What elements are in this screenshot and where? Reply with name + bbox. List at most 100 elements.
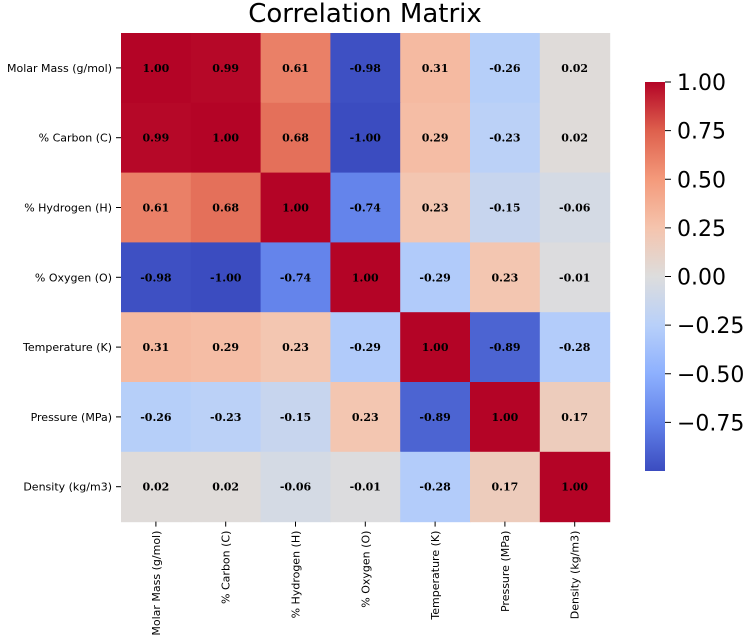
cell-value-label: 0.61: [282, 62, 309, 75]
heatmap-cell: [260, 172, 331, 243]
heatmap-cell: [400, 33, 471, 104]
heatmap-cell: [400, 242, 471, 313]
cell-value-label: 1.00: [492, 411, 519, 424]
heatmap-cell: [330, 33, 401, 104]
heatmap-cell: [330, 451, 401, 523]
cell-value-label: 1.00: [561, 481, 588, 494]
heatmap-cell: [121, 102, 192, 174]
heatmap-cells: [121, 33, 611, 523]
cell-value-label: -0.01: [350, 481, 381, 494]
x-tick-label: Molar Mass (g/mol): [150, 531, 163, 636]
colorbar-tick-label: 1.00: [677, 71, 726, 96]
cell-value-label: -0.06: [559, 202, 591, 215]
x-axis-ticks: Molar Mass (g/mol) % Carbon (C) % Hydrogen…: [150, 521, 582, 636]
heatmap-cell: [121, 451, 192, 523]
heatmap-cell: [190, 382, 262, 453]
cell-value-label: -0.98: [350, 62, 382, 75]
heatmap-cell: [470, 242, 541, 313]
heatmap-cell: [539, 312, 611, 383]
cell-value-label: 0.23: [282, 341, 309, 354]
heatmap-cell: [190, 451, 262, 523]
cell-value-label: 1.00: [212, 132, 239, 145]
heatmap-cell: [330, 172, 401, 243]
y-tick-label: % Hydrogen (H): [24, 202, 112, 215]
y-tick-label: Molar Mass (g/mol): [7, 62, 112, 75]
cell-value-label: 0.68: [282, 132, 309, 145]
cell-value-label: -0.06: [280, 481, 312, 494]
heatmap-cell: [470, 102, 541, 174]
heatmap-cell: [190, 33, 262, 104]
cell-value-label: 0.99: [143, 132, 170, 145]
cell-value-label: 0.17: [561, 411, 588, 424]
heatmap-cell: [190, 172, 262, 243]
cell-value-label: 0.31: [143, 341, 170, 354]
heatmap-cell: [121, 33, 192, 104]
heatmap-cell: [539, 33, 611, 104]
cell-value-label: -0.28: [419, 481, 451, 494]
heatmap-cell: [260, 242, 331, 313]
heatmap-cell: [190, 102, 262, 174]
heatmap-cell: [400, 382, 471, 453]
colorbar-tick-label: 0.00: [677, 266, 726, 291]
chart-title: Correlation Matrix: [248, 0, 482, 29]
heatmap-cell: [121, 312, 192, 383]
y-tick-label: % Oxygen (O): [35, 271, 112, 284]
cell-value-label: -0.74: [280, 271, 312, 284]
cell-value-label: 0.02: [561, 62, 588, 75]
heatmap-cell: [470, 382, 541, 453]
cell-value-label: -0.23: [489, 132, 520, 145]
heatmap-cell: [470, 172, 541, 243]
x-tick-label: Pressure (MPa): [499, 531, 512, 612]
colorbar: 1.00 0.75 0.50 0.25 0.00 −0.25 −0.50 −0.75: [645, 71, 744, 471]
heatmap-cell: [330, 102, 401, 174]
heatmap-cell: [400, 102, 471, 174]
heatmap-cell: [330, 242, 401, 313]
y-tick-label: Temperature (K): [22, 341, 112, 354]
cell-value-label: 1.00: [422, 341, 449, 354]
cell-value-label: -0.01: [559, 271, 590, 284]
heatmap-cell: [260, 312, 331, 383]
cell-value-label: 0.31: [422, 62, 449, 75]
heatmap-cell: [260, 382, 331, 453]
heatmap-cell: [400, 312, 471, 383]
heatmap-cell: [121, 172, 192, 243]
cell-value-label: -0.28: [559, 341, 591, 354]
cell-value-label: 1.00: [282, 202, 309, 215]
cell-value-label: -0.29: [419, 271, 450, 284]
cell-value-label: -0.26: [140, 411, 172, 424]
heatmap-cell: [121, 242, 192, 313]
cell-value-label: -0.29: [350, 341, 381, 354]
cell-value-label: -0.23: [210, 411, 241, 424]
heatmap-cell: [539, 242, 611, 313]
cell-value-label: 0.02: [561, 132, 588, 145]
y-tick-label: Pressure (MPa): [31, 411, 112, 424]
heatmap-cell: [400, 451, 471, 523]
cell-value-label: -0.15: [280, 411, 311, 424]
heatmap-cell: [260, 33, 331, 104]
x-tick-label: Density (kg/m3): [569, 531, 582, 620]
cell-value-label: 0.02: [143, 481, 170, 494]
x-tick-label: % Carbon (C): [220, 531, 233, 604]
cell-value-label: -0.89: [419, 411, 450, 424]
cell-value-label: 0.99: [212, 62, 239, 75]
heatmap-cell: [539, 451, 611, 523]
heatmap-cell-labels: 1.00 0.99 0.61 -0.98 0.31 -0.26 0.02 0.99 1.00 0.…: [140, 62, 591, 494]
cell-value-label: 0.23: [422, 202, 449, 215]
cell-value-label: 1.00: [143, 62, 170, 75]
cell-value-label: 0.29: [212, 341, 239, 354]
x-tick-label: Temperature (K): [429, 531, 442, 621]
heatmap-cell: [470, 312, 541, 383]
heatmap-cell: [260, 451, 331, 523]
cell-value-label: -1.00: [350, 132, 382, 145]
cell-value-label: -0.89: [489, 341, 520, 354]
heatmap-cell: [539, 382, 611, 453]
y-tick-label: Density (kg/m3): [23, 481, 112, 494]
cell-value-label: 0.23: [352, 411, 379, 424]
cell-value-label: 1.00: [352, 271, 379, 284]
cell-value-label: 0.23: [492, 271, 519, 284]
heatmap-cell: [260, 102, 331, 174]
heatmap-cell: [539, 102, 611, 174]
x-tick-label: % Oxygen (O): [359, 531, 372, 608]
colorbar-gradient: [645, 82, 665, 471]
